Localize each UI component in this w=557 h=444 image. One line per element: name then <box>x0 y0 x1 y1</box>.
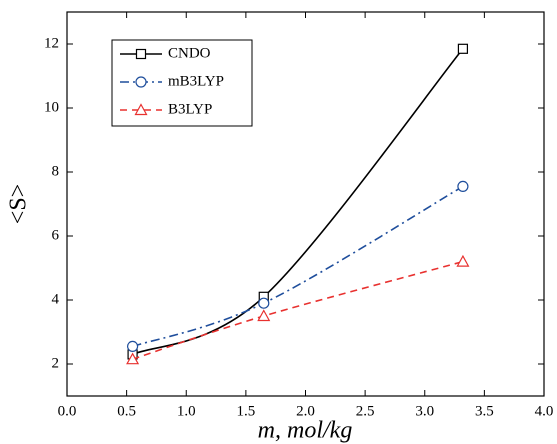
x-tick-label: 3.5 <box>475 403 494 419</box>
series-line <box>132 185 464 348</box>
y-tick-label: 2 <box>52 355 60 371</box>
series-line <box>132 260 464 360</box>
legend-label: mB3LYP <box>168 73 224 89</box>
x-tick-label: 1.5 <box>237 403 256 419</box>
y-tick-label: 12 <box>44 35 59 51</box>
x-tick-label: 1.0 <box>177 403 196 419</box>
series-line <box>132 48 464 356</box>
marker-circle <box>135 76 147 88</box>
y-tick-label: 8 <box>52 163 60 179</box>
x-axis-label: m, mol/kg <box>258 418 353 444</box>
marker-circle <box>258 297 270 309</box>
x-tick-label: 0.5 <box>117 403 136 419</box>
legend-label: CNDO <box>168 45 211 61</box>
marker-circle <box>126 340 139 352</box>
marker-circle <box>457 180 469 192</box>
y-tick-label: 4 <box>52 291 60 307</box>
x-tick-label: 4.0 <box>535 403 554 419</box>
x-tick-label: 3.0 <box>415 403 434 419</box>
y-tick-label: 10 <box>44 99 59 115</box>
marker-triangle <box>126 352 140 365</box>
marker-square <box>135 48 147 60</box>
marker-triangle <box>456 254 470 267</box>
marker-triangle <box>257 309 271 322</box>
y-axis-label: <S> <box>6 184 32 224</box>
marker-triangle <box>134 103 148 116</box>
legend-label: B3LYP <box>168 101 212 117</box>
x-tick-label: 0.0 <box>58 403 77 419</box>
marker-square <box>457 43 469 54</box>
x-tick-label: 2.0 <box>296 403 315 419</box>
y-tick-label: 6 <box>52 227 60 243</box>
x-tick-label: 2.5 <box>356 403 375 419</box>
